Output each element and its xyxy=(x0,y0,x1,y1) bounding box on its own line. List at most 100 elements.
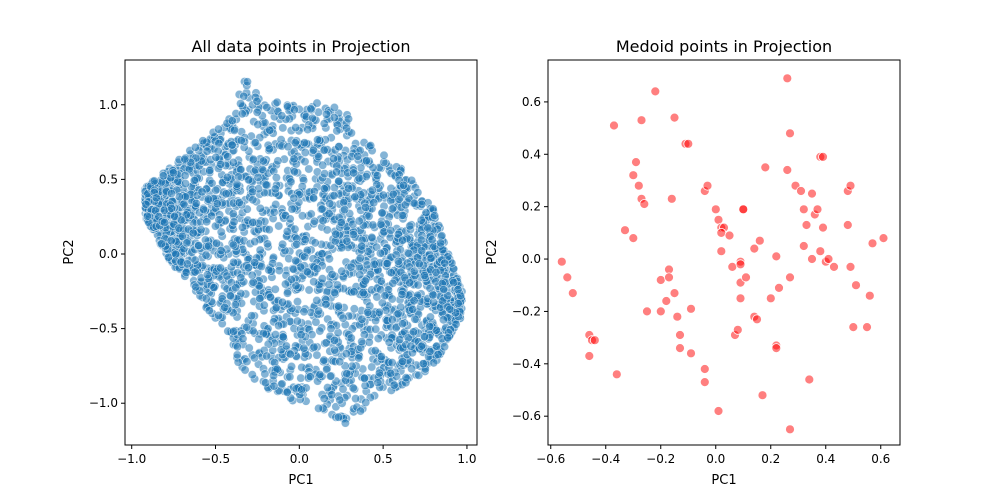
medoid-point xyxy=(699,364,710,374)
data-point xyxy=(348,383,358,393)
data-point xyxy=(405,221,415,231)
medoid-point xyxy=(727,261,738,272)
medoid-point xyxy=(655,275,666,285)
medoid-point xyxy=(710,204,721,215)
data-point xyxy=(158,171,168,181)
data-point xyxy=(398,180,408,190)
data-point xyxy=(357,314,367,324)
data-point xyxy=(232,179,242,189)
data-point xyxy=(216,227,226,237)
data-point xyxy=(287,204,297,214)
data-point xyxy=(332,126,342,136)
data-point xyxy=(255,203,265,213)
data-point xyxy=(370,346,380,356)
medoid-point xyxy=(562,272,573,283)
data-point xyxy=(386,225,396,235)
data-point xyxy=(306,104,316,114)
data-point xyxy=(205,166,215,176)
medoid-point xyxy=(818,151,828,162)
medoid-point xyxy=(672,311,683,322)
plot-frame xyxy=(547,59,901,446)
x-axis-label: PC1 xyxy=(288,473,313,488)
y-axis: −1.0 −0.5 0.0 0.5 1.0 xyxy=(89,98,125,410)
data-point xyxy=(304,285,314,295)
data-point xyxy=(349,168,359,178)
data-point xyxy=(414,259,424,269)
data-point xyxy=(211,185,221,195)
data-point xyxy=(201,294,211,304)
data-point xyxy=(309,277,319,287)
data-point xyxy=(278,123,288,133)
data-point xyxy=(333,301,343,311)
data-point xyxy=(351,394,361,404)
data-point xyxy=(223,152,233,162)
data-point xyxy=(300,157,310,167)
data-point xyxy=(341,349,351,359)
medoid-point xyxy=(636,115,647,126)
data-point xyxy=(259,300,269,310)
data-point xyxy=(321,338,331,348)
y-axis-label: PC2 xyxy=(62,239,77,264)
data-point xyxy=(318,216,328,226)
data-point xyxy=(252,96,262,106)
data-point xyxy=(290,138,300,148)
data-point xyxy=(214,215,224,225)
data-point xyxy=(177,231,187,241)
data-point xyxy=(142,211,152,221)
data-point xyxy=(311,317,321,327)
data-point xyxy=(282,387,292,397)
data-point xyxy=(271,173,281,183)
data-point xyxy=(209,283,219,293)
data-point xyxy=(413,280,423,290)
data-point xyxy=(380,291,390,301)
data-point xyxy=(202,146,212,156)
data-point xyxy=(214,138,224,148)
data-point xyxy=(317,204,327,214)
data-point xyxy=(201,250,211,260)
x-axis: −0.6 −0.4 −0.2 0.0 0.2 0.4 0.6 xyxy=(536,445,890,466)
data-point xyxy=(248,187,258,197)
medoid-point xyxy=(628,170,639,181)
data-point xyxy=(420,332,430,342)
medoid-point xyxy=(699,377,710,388)
data-point xyxy=(397,210,407,220)
y-tick-label: 0.0 xyxy=(99,247,118,261)
data-point xyxy=(325,199,335,209)
data-point xyxy=(300,148,310,158)
medoid-point xyxy=(845,180,856,191)
data-point xyxy=(329,335,339,345)
data-point xyxy=(216,263,226,273)
data-point xyxy=(334,142,344,152)
data-point xyxy=(151,193,161,203)
medoid-point xyxy=(798,204,809,215)
data-point xyxy=(299,343,309,353)
medoid-point xyxy=(785,272,795,283)
data-point xyxy=(297,385,307,395)
data-point xyxy=(348,230,358,240)
medoid-point xyxy=(732,324,743,335)
data-point xyxy=(227,140,237,150)
medoid-point xyxy=(804,374,815,385)
data-point xyxy=(248,195,258,205)
data-point xyxy=(258,156,268,166)
data-point xyxy=(262,239,272,249)
medoid-point xyxy=(851,280,861,291)
y-tick-label: −1.0 xyxy=(89,396,118,410)
data-point xyxy=(285,349,295,359)
x-tick-label: −1.0 xyxy=(117,452,146,466)
data-point xyxy=(377,208,387,218)
medoid-point xyxy=(862,322,872,333)
data-point xyxy=(274,265,284,275)
data-point xyxy=(312,264,322,274)
data-point xyxy=(386,368,396,378)
data-point xyxy=(368,220,378,230)
data-point xyxy=(334,176,344,186)
medoid-point xyxy=(749,243,760,254)
data-point xyxy=(364,211,374,221)
scatter-points xyxy=(140,77,467,428)
data-point xyxy=(282,227,292,237)
data-point xyxy=(212,238,222,248)
medoid-point xyxy=(675,343,685,354)
data-point xyxy=(326,324,336,334)
